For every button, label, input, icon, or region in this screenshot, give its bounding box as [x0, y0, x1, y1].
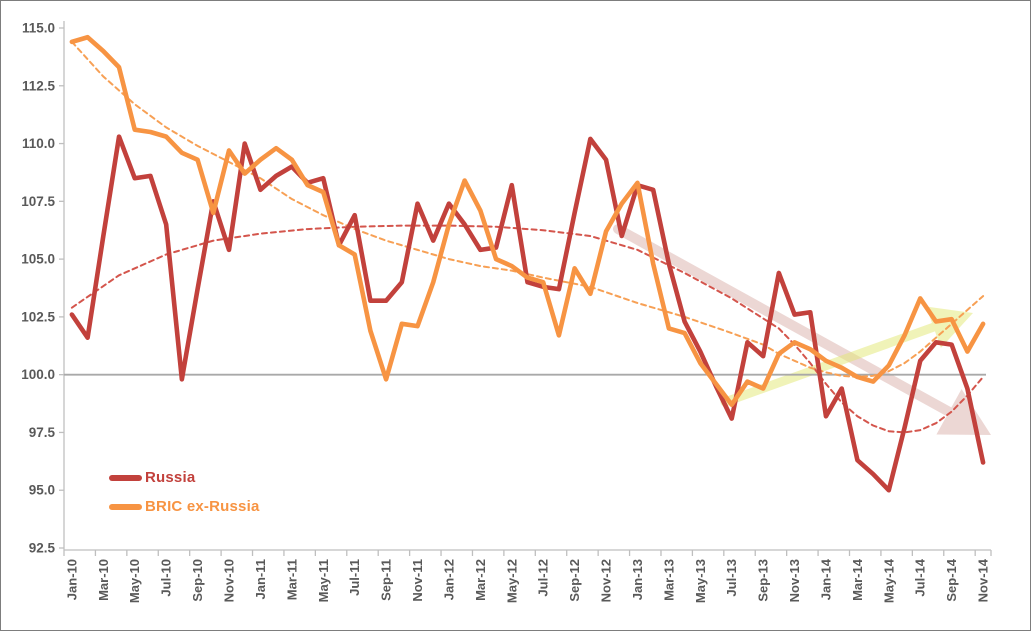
x-tick-label: Mar-11 [284, 559, 299, 600]
y-tick-label: 95.0 [29, 483, 55, 498]
bric-ex-russia-line-swatch [109, 503, 142, 510]
y-tick-label: 92.5 [29, 541, 56, 556]
x-tick-label: Mar-12 [473, 559, 488, 601]
x-tick-label: May-11 [316, 559, 331, 602]
y-tick-label: 102.5 [21, 309, 55, 324]
x-tick-label: Jan-14 [818, 558, 833, 600]
x-tick-label: May-10 [127, 559, 142, 603]
russia-trendline [70, 224, 985, 434]
x-tick-label: Jan-12 [441, 559, 456, 600]
bric-trendline [70, 40, 985, 378]
russia-series-line [69, 134, 986, 493]
x-tick-label: May-12 [504, 559, 519, 603]
x-tick-label: Nov-11 [410, 559, 425, 602]
x-tick-label: Sep-11 [379, 559, 394, 601]
y-tick-label: 110.0 [22, 136, 55, 151]
x-tick-label: Nov-10 [222, 559, 237, 602]
y-tick-label: 105.0 [21, 252, 55, 267]
x-tick-label: May-13 [693, 559, 708, 603]
x-tick-label: Mar-14 [850, 558, 865, 601]
x-tick-label: Nov-12 [599, 559, 614, 602]
x-tick-label: Jul-13 [724, 559, 739, 597]
x-tick-label: Mar-13 [661, 559, 676, 601]
y-tick-label: 115.0 [22, 21, 55, 36]
x-tick-label: Jan-11 [253, 559, 268, 599]
x-tick-label: Jan-10 [64, 559, 79, 600]
x-tick-label: Sep-14 [944, 558, 959, 601]
bric-ex-russia-legend-label: BRIC ex-Russia [145, 498, 260, 515]
x-tick-label: Sep-12 [567, 559, 582, 602]
x-tick-label: Nov-14 [976, 558, 991, 602]
x-tick-label: Mar-10 [96, 559, 111, 601]
x-tick-label: Jul-14 [913, 558, 928, 596]
y-tick-label: 112.5 [22, 78, 56, 93]
y-tick-label: 107.5 [21, 194, 55, 209]
x-tick-label: Jan-13 [630, 559, 645, 600]
x-tick-label: Nov-13 [787, 559, 802, 602]
legend: Russia BRIC ex-Russia [109, 469, 260, 515]
x-tick-label: Sep-10 [190, 559, 205, 602]
x-tick-label: Jul-10 [159, 559, 174, 597]
x-tick-label: Jul-12 [536, 559, 551, 597]
y-tick-label: 100.0 [21, 367, 55, 382]
x-tick-label: Jul-11 [347, 559, 362, 596]
x-tick-label: May-14 [881, 558, 896, 603]
legend-item-russia: Russia [109, 469, 260, 486]
downtrend-arrow [613, 224, 991, 435]
x-tick-label: Sep-13 [756, 559, 771, 602]
bric-ex-russia-series-line [69, 34, 986, 408]
legend-item-bric-ex-russia: BRIC ex-Russia [109, 498, 260, 515]
russia-legend-label: Russia [145, 469, 196, 486]
y-tick-label: 97.5 [29, 425, 56, 440]
russia-line-swatch [109, 474, 142, 481]
